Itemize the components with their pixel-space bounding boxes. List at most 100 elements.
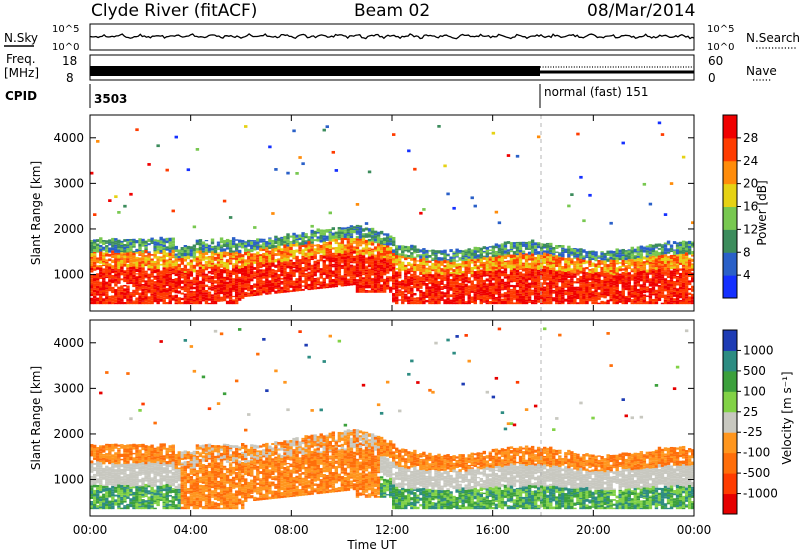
heatmap-cell [570,290,573,292]
heatmap-cell [347,228,350,231]
heatmap-cell [126,277,129,280]
heatmap-cell [401,286,404,290]
heatmap-cell [111,280,114,283]
heatmap-cell [184,245,187,247]
heatmap-cell [169,276,172,278]
heatmap-cell [96,459,99,462]
heatmap-cell [670,270,673,274]
heatmap-cell [561,289,564,291]
heatmap-cell [461,258,464,260]
heatmap-cell [353,266,356,268]
heatmap-cell [410,271,413,272]
heatmap-cell [398,261,401,264]
heatmap-cell [117,287,120,290]
heatmap-cell [386,271,389,274]
heatmap-cell [117,291,120,292]
heatmap-cell [241,264,244,267]
heatmap-cell [253,260,256,261]
heatmap-cell [425,250,428,252]
heatmap-cell [576,256,579,258]
heatmap-cell [280,244,283,246]
heatmap-cell [537,265,540,266]
heatmap-cell [313,279,316,282]
heatmap-cell [628,275,631,276]
heatmap-cell [516,249,519,251]
heatmap-cell [202,264,205,266]
heatmap-cell [688,303,691,304]
heatmap-cell [211,242,214,245]
heatmap-cell [640,246,643,248]
heatmap-cell [561,245,564,248]
heatmap-cell [664,248,667,251]
heatmap-cell [105,289,108,291]
heatmap-cell [531,243,534,246]
heatmap-cell [458,299,461,301]
heatmap-cell [582,288,585,290]
heatmap-cell [386,236,389,239]
heatmap-cell [603,288,606,291]
heatmap-cell [419,285,422,287]
heatmap-cell [519,276,522,277]
heatmap-cell [241,257,244,259]
heatmap-cell [132,273,135,275]
heatmap-cell [102,458,105,460]
heatmap-cell [105,498,108,501]
heatmap-cell [253,243,256,245]
heatmap-cell [93,302,96,305]
heatmap-cell [241,285,244,288]
heatmap-cell [655,277,658,279]
heatmap-cell [117,248,120,249]
heatmap-cell [628,282,631,285]
heatmap-cell [634,259,637,261]
heatmap-cell [437,125,440,128]
heatmap-cell [111,444,114,446]
heatmap-cell [214,289,217,293]
heatmap-cell [673,288,676,290]
heatmap-cell [428,269,431,271]
heatmap-cell [253,259,256,260]
heatmap-cell [310,246,313,247]
heatmap-cell [449,272,452,274]
heatmap-cell [235,294,238,297]
heatmap-cell [162,255,165,258]
heatmap-cell [392,293,395,296]
heatmap-cell [335,261,338,263]
heatmap-cell [93,253,96,255]
heatmap-cell [111,287,114,290]
heatmap-cell [271,269,274,271]
heatmap-cell [172,272,175,274]
heatmap-cell [332,257,335,259]
heatmap-cell [534,268,537,271]
heatmap-cell [422,257,425,260]
heatmap-cell [492,265,495,266]
heatmap-cell [549,254,552,257]
heatmap-cell [190,303,193,304]
heatmap-cell [114,261,117,264]
heatmap-cell [108,494,111,497]
heatmap-cell [123,450,126,452]
heatmap-cell [99,296,102,299]
heatmap-cell [120,252,123,253]
heatmap-cell [531,272,534,273]
heatmap-cell [670,259,673,260]
heatmap-cell [238,292,241,294]
heatmap-cell [576,282,579,283]
heatmap-cell [335,258,338,261]
heatmap-cell [437,294,440,296]
heatmap-cell [458,283,461,286]
heatmap-cell [446,255,449,256]
heatmap-cell [99,476,102,478]
heatmap-cell [123,482,126,485]
heatmap-cell [96,300,99,302]
heatmap-cell [268,146,271,149]
heatmap-cell [649,269,652,273]
heatmap-cell [96,298,99,300]
heatmap-cell [310,239,313,242]
heatmap-cell [162,285,165,288]
heatmap-cell [416,249,419,252]
heatmap-cell [477,261,480,263]
heatmap-cell [102,270,105,271]
heatmap-cell [498,258,501,261]
heatmap-cell [359,280,362,282]
heatmap-cell [474,297,477,300]
